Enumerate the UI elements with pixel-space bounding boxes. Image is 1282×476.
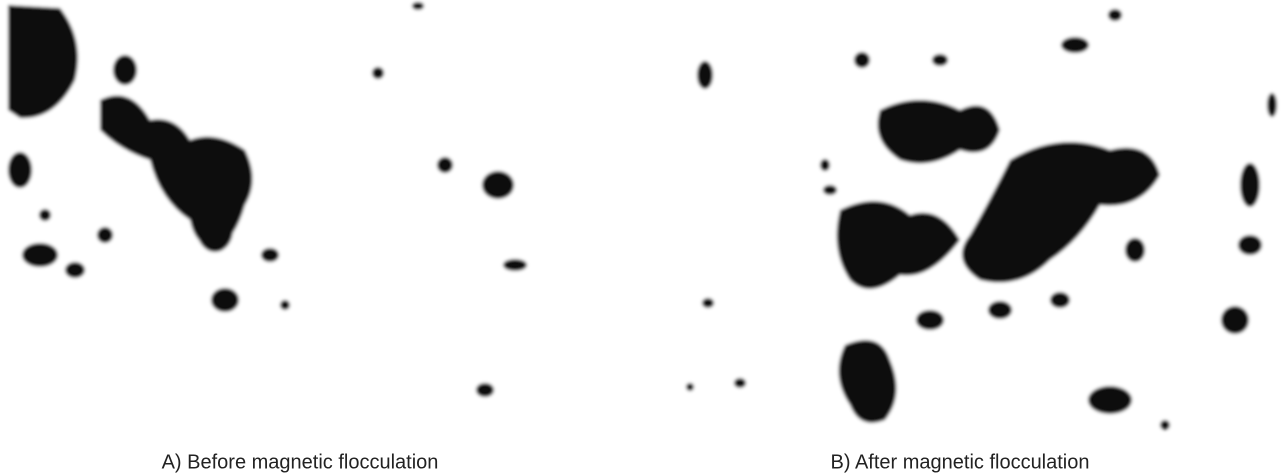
caption: B) After magnetic flocculation (830, 451, 1089, 473)
micrograph-b (665, 0, 1282, 430)
micrograph-a (5, 0, 605, 430)
caption: A) Before magnetic flocculation (162, 451, 439, 473)
